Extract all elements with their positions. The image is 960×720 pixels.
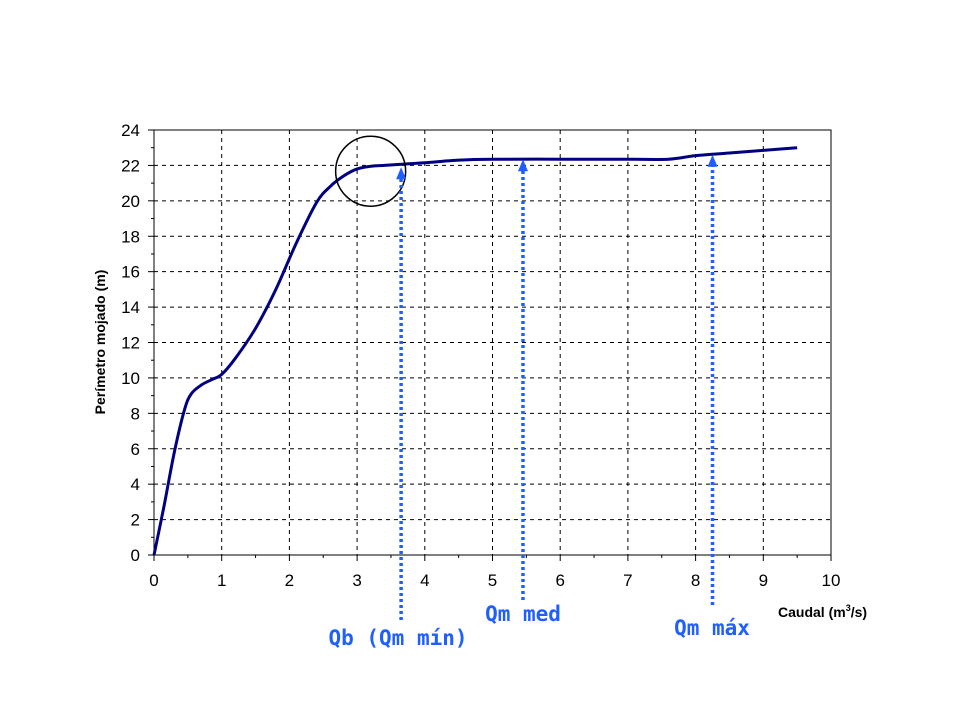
x-axis-title-end: /s) [851, 604, 867, 620]
x-tick-label: 3 [352, 571, 361, 590]
y-tick-label: 4 [131, 475, 140, 494]
x-tick-label: 0 [149, 571, 158, 590]
y-tick-label: 6 [131, 440, 140, 459]
qb-arrow-head [396, 167, 407, 180]
y-tick-label: 18 [121, 227, 140, 246]
series-line [152, 146, 798, 556]
x-axis-title-main: Caudal (m [778, 604, 846, 620]
grid [154, 130, 831, 555]
qm-max-label: Qm máx [674, 616, 750, 640]
qm-max-arrow-head [707, 154, 718, 167]
x-tick-label: 1 [217, 571, 226, 590]
y-axis-title: Perímetro mojado (m) [92, 270, 108, 415]
y-tick-label: 8 [131, 404, 140, 423]
y-tick-label: 22 [121, 156, 140, 175]
y-tick-label: 2 [131, 511, 140, 530]
x-tick-label: 4 [420, 571, 429, 590]
y-tick-label: 14 [121, 298, 140, 317]
y-tick-label: 24 [121, 121, 140, 140]
highlight-circle [334, 135, 407, 207]
x-tick-label: 8 [691, 571, 700, 590]
y-tick-label: 16 [121, 263, 140, 282]
y-tick-label: 10 [121, 369, 140, 388]
x-axis-title-sup: 3 [846, 603, 851, 613]
y-tick-label: 12 [121, 334, 140, 353]
y-tick-label: 0 [131, 546, 140, 565]
qb-label: Qb (Qm mín) [328, 626, 467, 650]
annotation-layer: Qb (Qm mín) Qm med Qm máx [328, 135, 750, 650]
x-tick-label: 9 [759, 571, 768, 590]
qm-med-arrow-head [517, 159, 528, 172]
qm-med-label: Qm med [485, 602, 561, 626]
x-tick-label: 5 [488, 571, 497, 590]
x-tick-label: 7 [623, 571, 632, 590]
x-axis-title: Caudal (m3/s) [778, 603, 867, 620]
x-tick-label: 6 [555, 571, 564, 590]
x-tick-label: 2 [285, 571, 294, 590]
series-layer [152, 146, 798, 556]
y-tick-label: 20 [121, 192, 140, 211]
x-tick-label: 10 [822, 571, 841, 590]
